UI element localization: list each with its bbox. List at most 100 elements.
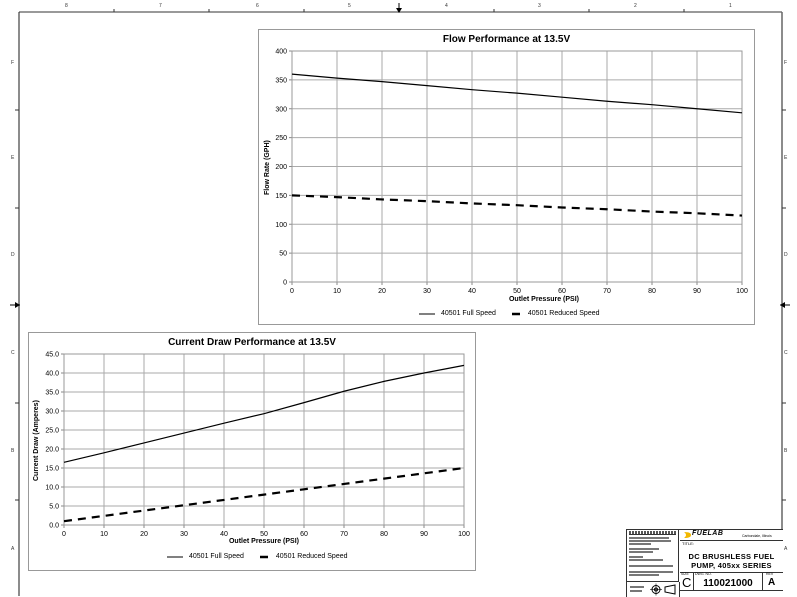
x-tick-label: 60 bbox=[558, 288, 566, 295]
current-draw-performance-chart: Current Draw Performance at 13.5V 0 10 20 3… bbox=[28, 332, 476, 571]
company-name: FUELAB bbox=[692, 530, 724, 537]
zone-label-side: F bbox=[11, 60, 15, 66]
y-tick-label: 10.0 bbox=[45, 485, 59, 492]
drawing-title-line2: PUMP, 405xx SERIES bbox=[691, 561, 772, 570]
x-tick-label: 0 bbox=[290, 288, 294, 295]
y-tick-label: 35.0 bbox=[45, 390, 59, 397]
reduced-speed-series-line bbox=[291, 194, 743, 217]
third-angle-projection-icon bbox=[650, 583, 676, 596]
zone-label-top: 3 bbox=[538, 3, 541, 9]
x-tick-label: 10 bbox=[100, 531, 108, 538]
drawing-title-line1: DC BRUSHLESS FUEL bbox=[688, 552, 775, 561]
chart-legend: 40501 Full Speed 40501 Reduced Speed bbox=[167, 553, 348, 560]
title-block: FUELAB Carbondale, Illinois TITLE: DC BR… bbox=[626, 529, 783, 597]
y-tick-label: 200 bbox=[275, 164, 287, 171]
x-tick-label: 80 bbox=[380, 531, 388, 538]
zone-label-top: 5 bbox=[348, 3, 351, 9]
x-tick-label: 0 bbox=[62, 531, 66, 538]
y-tick-label: 15.0 bbox=[45, 466, 59, 473]
drawing-title-cell: TITLE: DC BRUSHLESS FUEL PUMP, 405xx SER… bbox=[680, 540, 783, 573]
size-cell: SIZE C bbox=[680, 572, 694, 591]
full-speed-series-line bbox=[291, 73, 743, 114]
drawing-number: 110021000 bbox=[703, 578, 753, 589]
zone-label-side: D bbox=[11, 252, 15, 258]
zone-label-top: 7 bbox=[159, 3, 162, 9]
rev-label: REV bbox=[766, 572, 774, 576]
zone-label-side: C bbox=[784, 350, 788, 356]
y-tick-label: 100 bbox=[275, 222, 287, 229]
sheet-size: C bbox=[682, 575, 692, 590]
x-tick-label: 40 bbox=[468, 288, 476, 295]
zone-label-side: E bbox=[11, 155, 15, 161]
legend-dashed-line-icon bbox=[259, 555, 268, 558]
y-tick-label: 25.0 bbox=[45, 428, 59, 435]
zone-label-side: B bbox=[784, 448, 788, 454]
title-label: TITLE: bbox=[682, 541, 695, 546]
x-tick-label: 70 bbox=[340, 531, 348, 538]
x-axis-title: Outlet Pressure (PSI) bbox=[228, 538, 300, 545]
y-tick-label: 350 bbox=[275, 77, 287, 84]
x-tick-label: 30 bbox=[180, 531, 188, 538]
flow-performance-chart: Flow Performance at 13.5V 0 10 20 30 40 50 60 7… bbox=[258, 29, 755, 325]
x-tick-label: 30 bbox=[423, 288, 431, 295]
general-notes-panel bbox=[627, 530, 679, 582]
legend-solid-line-icon bbox=[167, 556, 183, 557]
y-axis-title: Current Draw (Amperes) bbox=[33, 400, 40, 481]
zone-label-side: A bbox=[784, 546, 788, 552]
zone-label-side: E bbox=[784, 155, 788, 161]
revision: A bbox=[768, 577, 776, 588]
x-tick-label: 10 bbox=[333, 288, 341, 295]
x-tick-label: 20 bbox=[378, 288, 386, 295]
reduced-speed-series-line bbox=[63, 466, 465, 523]
x-tick-label: 70 bbox=[603, 288, 611, 295]
x-tick-label: 20 bbox=[140, 531, 148, 538]
zone-label-top: 2 bbox=[634, 3, 637, 9]
x-tick-label: 90 bbox=[693, 288, 701, 295]
x-tick-label: 40 bbox=[220, 531, 228, 538]
zone-label-side: B bbox=[11, 448, 15, 454]
y-tick-label: 400 bbox=[275, 49, 287, 56]
y-tick-label: 50 bbox=[279, 251, 287, 258]
chart-title: Flow Performance at 13.5V bbox=[442, 34, 571, 45]
y-tick-label: 40.0 bbox=[45, 371, 59, 378]
y-tick-label: 0.0 bbox=[49, 523, 59, 530]
company-location: Carbondale, Illinois bbox=[742, 534, 772, 538]
zone-label-top: 6 bbox=[256, 3, 259, 9]
current-plot-area: 0 10 20 30 40 50 60 70 80 90 100 0.0 5.0 10.0 15.0 20.0… bbox=[45, 352, 470, 539]
y-tick-label: 30.0 bbox=[45, 409, 59, 416]
drawing-number-cell: DWG. NO. 110021000 bbox=[694, 572, 763, 591]
x-tick-label: 50 bbox=[513, 288, 521, 295]
y-tick-label: 150 bbox=[275, 193, 287, 200]
chart-legend: 40501 Full Speed 40501 Reduced Speed bbox=[419, 310, 600, 317]
y-tick-label: 5.0 bbox=[49, 504, 59, 511]
x-axis-title: Outlet Pressure (PSI) bbox=[508, 296, 580, 303]
zone-label-side: C bbox=[11, 350, 15, 356]
zone-label-top: 1 bbox=[729, 3, 732, 9]
company-logo: FUELAB Carbondale, Illinois bbox=[680, 530, 783, 541]
legend-dashed-line-icon bbox=[511, 312, 520, 315]
y-tick-label: 45.0 bbox=[45, 352, 59, 359]
revision-cell: REV A bbox=[763, 572, 783, 591]
x-tick-label: 90 bbox=[420, 531, 428, 538]
zone-label-side: A bbox=[11, 546, 15, 552]
y-tick-label: 0 bbox=[283, 280, 287, 287]
x-tick-label: 50 bbox=[260, 531, 268, 538]
projection-symbol-panel bbox=[627, 582, 680, 597]
y-tick-label: 300 bbox=[275, 106, 287, 113]
full-speed-series-line bbox=[63, 364, 465, 463]
x-tick-label: 100 bbox=[736, 288, 748, 295]
zone-label-top: 4 bbox=[445, 3, 448, 9]
x-tick-label: 60 bbox=[300, 531, 308, 538]
legend-label: 40501 Reduced Speed bbox=[527, 310, 600, 317]
legend-solid-line-icon bbox=[419, 313, 435, 314]
x-tick-label: 80 bbox=[648, 288, 656, 295]
size-label: SIZE bbox=[681, 572, 689, 576]
flow-plot-area: 0 10 20 30 40 50 60 70 80 90 100 0 50 100 150 200 250 300… bbox=[275, 49, 748, 296]
y-axis-title: Flow Rate (GPH) bbox=[264, 140, 271, 195]
zone-label-side: D bbox=[784, 252, 788, 258]
y-tick-label: 250 bbox=[275, 135, 287, 142]
dwg-no-label: DWG. NO. bbox=[695, 572, 712, 576]
legend-label: 40501 Reduced Speed bbox=[275, 553, 348, 560]
legend-label: 40501 Full Speed bbox=[189, 553, 244, 560]
